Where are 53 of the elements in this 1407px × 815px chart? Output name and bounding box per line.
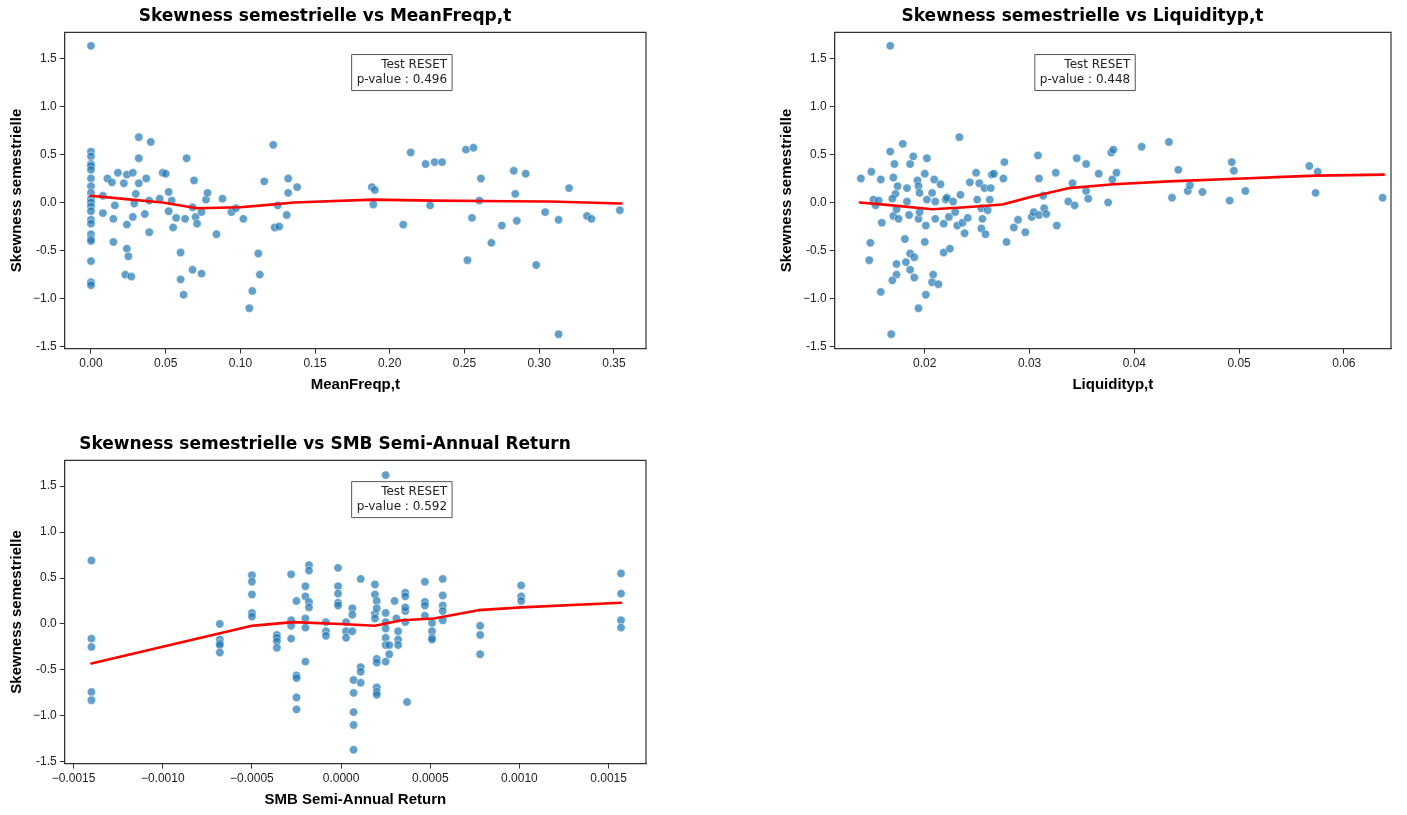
annotation: Test RESET p-value : 0.448 — [1039, 56, 1131, 86]
x-tick-label: 0.0000 — [322, 771, 360, 786]
chart-title: Skewness semestrielle vs Liquidityp,t — [901, 4, 1264, 25]
y-tick-label: −1.0 — [32, 708, 57, 723]
y-tick-label: −1.0 — [802, 290, 827, 305]
y-tick-label: 1.5 — [810, 50, 828, 65]
y-tick-label: 1.0 — [40, 98, 58, 113]
x-tick-label: 0.0005 — [411, 771, 449, 786]
y-axis-title: Skewness semestrielle — [7, 530, 25, 694]
y-axis-title: Skewness semestrielle — [777, 108, 795, 273]
y-tick-label: 0.0 — [40, 194, 58, 209]
y-tick-label: 1.5 — [40, 50, 58, 65]
x-tick-label: 0.05 — [1227, 356, 1252, 371]
x-tick-label: −0.0010 — [140, 771, 185, 786]
x-tick-label: 0.30 — [527, 356, 552, 371]
x-tick-label: 0.00 — [79, 356, 103, 371]
annotation: Test RESET p-value : 0.496 — [356, 56, 448, 86]
y-tick-label: 1.0 — [810, 98, 828, 113]
y-tick-label: 0.0 — [810, 194, 828, 209]
x-tick-label: 0.06 — [1332, 356, 1356, 371]
y-tick-label: 0.5 — [40, 146, 58, 161]
y-tick-label: -1.5 — [806, 338, 828, 353]
y-tick-label: -0.5 — [36, 242, 58, 257]
x-tick-label: 0.15 — [303, 356, 328, 371]
y-tick-label: 0.5 — [40, 570, 58, 585]
y-tick-label: 1.5 — [40, 478, 58, 493]
y-tick-label: 0.5 — [810, 146, 828, 161]
x-tick-label: −0.0015 — [51, 771, 96, 786]
x-tick-label: 0.25 — [452, 356, 477, 371]
y-tick-label: -1.5 — [36, 338, 58, 353]
x-tick-label: 0.0010 — [501, 771, 539, 786]
y-axis-title: Skewness semestrielle — [7, 108, 25, 273]
y-tick-label: 0.0 — [40, 616, 58, 631]
y-tick-label: -0.5 — [806, 242, 828, 257]
x-tick-label: 0.04 — [1122, 356, 1147, 371]
x-axis-title: MeanFreqp,t — [310, 375, 400, 393]
x-tick-label: 0.35 — [602, 356, 626, 371]
y-tick-label: −1.0 — [32, 290, 57, 305]
x-tick-label: 0.10 — [228, 356, 253, 371]
x-tick-label: 0.03 — [1017, 356, 1042, 371]
y-tick-label: -0.5 — [36, 662, 58, 677]
x-tick-label: 0.20 — [378, 356, 402, 371]
annotation: Test RESET p-value : 0.592 — [356, 483, 448, 513]
y-tick-label: -1.5 — [36, 754, 58, 769]
x-axis-title: SMB Semi-Annual Return — [264, 790, 447, 808]
y-tick-label: 1.0 — [40, 524, 58, 539]
chart-title: Skewness semestrielle vs MeanFreqp,t — [138, 4, 512, 25]
chart-title: Skewness semestrielle vs SMB Semi-Annual Return — [79, 432, 571, 453]
x-axis-title: Liquidityp,t — [1072, 375, 1154, 393]
x-tick-label: −0.0005 — [230, 771, 275, 786]
x-tick-label: 0.0015 — [590, 771, 628, 786]
x-tick-label: 0.02 — [913, 356, 937, 371]
x-tick-label: 0.05 — [154, 356, 178, 371]
